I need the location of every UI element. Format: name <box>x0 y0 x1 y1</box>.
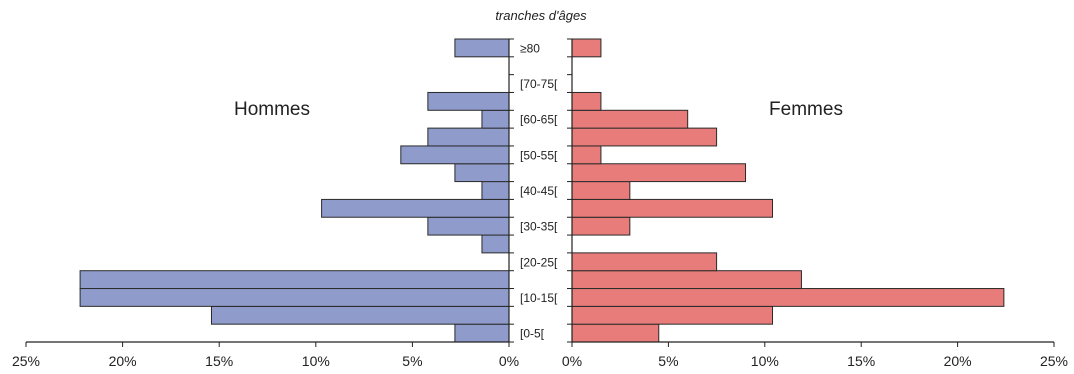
age-axis-title: tranches d'âges <box>495 8 587 23</box>
bar-femmes-11 <box>571 127 718 147</box>
x-tick-label-right: 25% <box>1040 353 1068 369</box>
age-group-labels: [0-5[ [10-15[ [20-25[ [30-35[ [40-45[ [50-55[… <box>520 41 558 340</box>
bar-hommes-11 <box>427 127 510 147</box>
bar-hommes-9 <box>454 163 510 183</box>
bar-hommes-13 <box>427 91 510 111</box>
bar-femmes-8 <box>571 181 631 200</box>
bar-hommes-3 <box>79 270 510 290</box>
bar-femmes-3 <box>571 270 802 290</box>
bar-hommes-5 <box>481 234 510 254</box>
x-tick-label-right: 15% <box>847 353 875 369</box>
age-group-label: [10-15[ <box>520 291 558 305</box>
bar-femmes-6 <box>571 216 631 236</box>
x-tick-label-left: 15% <box>205 353 233 369</box>
age-group-label: [50-55[ <box>520 148 558 162</box>
x-tick-labels: 25% 20% 15% 10% 5% 0% 0% 5% 10% 15% 20% 25% <box>12 353 1068 369</box>
x-tick-label-left: 0% <box>499 353 519 369</box>
bar-femmes-16 <box>571 38 602 58</box>
age-group-label: [0-5[ <box>520 327 545 341</box>
age-group-label: [20-25[ <box>520 255 558 269</box>
femmes-bars <box>571 38 1005 343</box>
bar-hommes-16 <box>454 38 510 58</box>
bar-hommes-2 <box>79 288 510 307</box>
x-tick-label-left: 5% <box>402 353 422 369</box>
age-group-label: [40-45[ <box>520 184 558 198</box>
age-group-label: [60-65[ <box>520 113 558 127</box>
bar-femmes-10 <box>571 145 602 165</box>
bar-hommes-1 <box>210 305 510 325</box>
bar-hommes-10 <box>400 145 510 165</box>
hommes-bars <box>79 38 510 343</box>
bar-femmes-12 <box>571 109 689 129</box>
bar-femmes-1 <box>571 305 774 325</box>
x-tick-label-left: 20% <box>109 353 137 369</box>
x-tick-label-right: 10% <box>751 353 779 369</box>
x-tick-label-right: 0% <box>562 353 582 369</box>
x-tick-label-left: 10% <box>302 353 330 369</box>
bar-hommes-12 <box>481 109 510 129</box>
age-group-label: [70-75[ <box>520 77 558 91</box>
x-tick-label-right: 5% <box>658 353 678 369</box>
axes <box>25 38 1055 347</box>
bar-hommes-6 <box>427 216 510 236</box>
series-label-femmes: Femmes <box>769 99 843 120</box>
bar-hommes-0 <box>454 323 510 343</box>
series-label-hommes: Hommes <box>234 99 310 120</box>
bar-femmes-0 <box>571 323 660 343</box>
bar-femmes-2 <box>571 288 1005 307</box>
bar-hommes-7 <box>321 198 510 218</box>
x-tick-label-left: 25% <box>12 353 40 369</box>
x-tick-label-right: 20% <box>944 353 972 369</box>
age-group-label: ≥80 <box>520 41 540 55</box>
age-group-label: [30-35[ <box>520 220 558 234</box>
bar-femmes-13 <box>571 91 602 111</box>
bar-femmes-4 <box>571 252 718 272</box>
bar-femmes-9 <box>571 163 747 183</box>
bar-femmes-7 <box>571 198 774 218</box>
bar-hommes-8 <box>481 181 510 200</box>
